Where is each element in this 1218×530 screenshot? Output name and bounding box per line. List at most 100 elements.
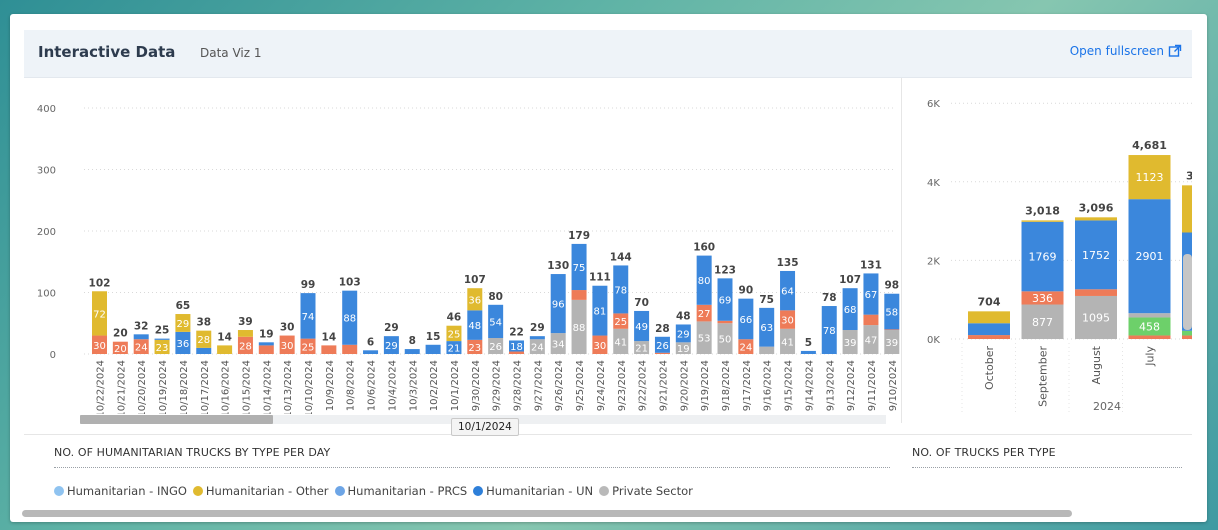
segment-label: 336: [1032, 292, 1053, 305]
bar-segment: [133, 339, 149, 354]
total-label: 3,096: [1079, 201, 1114, 214]
x-tick-label: 10/20/2024: [137, 360, 148, 414]
segment-label: 36: [177, 339, 190, 350]
daily-trucks-chart: 0 100 200 300 400 30 72 102 10/22/2024 20 20 10/21/…: [37, 104, 900, 418]
bar-segment: [154, 338, 170, 340]
x-tick-label: 9/26/2024: [554, 360, 565, 411]
bar-segment: [654, 352, 670, 354]
segment-label: 41: [781, 337, 794, 348]
total-label: 14: [217, 331, 232, 343]
bar-segment: [175, 314, 191, 332]
bar-segment: [258, 342, 274, 346]
partial-bar-segment: [1182, 335, 1192, 339]
total-label: 107: [464, 274, 486, 286]
bar-segment: [1075, 289, 1117, 296]
partial-bar-segment: [1182, 330, 1192, 336]
bar-segment: [133, 334, 149, 340]
segment-label: 18: [510, 342, 523, 353]
segment-label: 30: [281, 341, 294, 352]
legend-dot-icon: [599, 486, 610, 496]
segment-label: 39: [885, 338, 898, 349]
x-tick-label: 9/30/2024: [471, 360, 482, 411]
bar-segment: [529, 336, 545, 340]
segment-label: 63: [760, 323, 773, 334]
side-vertical-scrollbar[interactable]: [1183, 254, 1192, 330]
x-tick-label: 10/1/2024: [450, 360, 461, 411]
bar-segment: [675, 342, 691, 354]
bar-segment: [884, 329, 900, 331]
total-label: 65: [176, 300, 191, 312]
x-tick-label: September: [1037, 346, 1050, 407]
bar-segment: [237, 330, 253, 337]
bar-segment: [237, 336, 253, 354]
y-tick-label: 400: [37, 104, 56, 115]
x-tick-label: 9/16/2024: [763, 360, 774, 411]
bar-segment: [842, 330, 858, 354]
legend-item[interactable]: Humanitarian - INGO: [54, 484, 187, 498]
segment-label: 54: [489, 317, 502, 328]
bar-segment: [404, 349, 420, 354]
open-fullscreen-label: Open fullscreen: [1069, 44, 1164, 58]
segment-label: 21: [448, 344, 461, 355]
bar-segment: [529, 339, 545, 354]
daily-section-rule: [54, 467, 890, 468]
section-divider: [24, 434, 1192, 435]
total-label: 19: [259, 328, 274, 340]
segment-label: 30: [594, 341, 607, 352]
bar-segment: [738, 339, 754, 354]
bar-segment: [654, 336, 670, 353]
x-tick-label: 9/23/2024: [617, 360, 628, 411]
bar-segment: [968, 311, 1010, 324]
segment-label: 877: [1032, 316, 1053, 329]
bar-segment: [1075, 217, 1117, 221]
bar-segment: [571, 290, 587, 300]
segment-label: 81: [594, 307, 607, 318]
bar-segment: [1021, 221, 1064, 292]
bar-segment: [863, 273, 879, 315]
bar-segment: [1075, 295, 1117, 339]
bar-segment: [592, 285, 608, 336]
year-label: 2024: [1093, 400, 1121, 413]
segment-label: 24: [135, 343, 148, 354]
segment-label: 20: [114, 344, 127, 355]
x-tick-label: 9/15/2024: [784, 360, 795, 411]
bar-segment: [488, 304, 504, 339]
segment-label: 29: [177, 319, 190, 330]
x-tick-label: October: [983, 346, 996, 390]
x-tick-label: 9/10/2024: [888, 360, 899, 411]
legend-item[interactable]: Private Sector: [599, 484, 693, 498]
segment-label: 69: [719, 296, 732, 307]
segment-label: 30: [93, 341, 106, 352]
segment-label: 24: [739, 343, 752, 354]
segment-label: 1123: [1136, 171, 1164, 184]
total-label: 103: [339, 277, 361, 289]
bar-segment: [467, 288, 483, 311]
bar-segment: [571, 299, 587, 354]
chart-scroll-thumb[interactable]: [80, 415, 273, 424]
legend-item[interactable]: Humanitarian - PRCS: [334, 484, 467, 498]
bar-segment: [717, 323, 733, 354]
bar-segment: [696, 255, 712, 305]
segment-label: 24: [531, 343, 544, 354]
legend-item[interactable]: Humanitarian - UN: [473, 484, 593, 498]
type-section-rule: [912, 467, 1182, 468]
segment-label: 78: [823, 326, 836, 337]
bar-segment: [738, 298, 754, 340]
legend-label: Humanitarian - UN: [486, 484, 594, 498]
segment-label: 29: [385, 341, 398, 352]
total-label: 29: [384, 322, 399, 334]
bar-segment: [884, 330, 900, 354]
bar-segment: [92, 291, 107, 336]
bar-segment: [300, 338, 316, 354]
total-label: 30: [280, 322, 295, 334]
x-tick-label: 10/14/2024: [262, 360, 273, 414]
y-tick-label: 200: [37, 227, 56, 238]
open-fullscreen-link[interactable]: Open fullscreen: [1070, 44, 1182, 58]
legend-dot-icon: [334, 486, 345, 496]
segment-label: 49: [635, 322, 648, 333]
x-tick-label: 9/20/2024: [679, 360, 690, 411]
bar-segment: [92, 335, 107, 354]
legend-item[interactable]: Humanitarian - Other: [192, 484, 329, 498]
segment-label: 25: [448, 329, 461, 340]
page-horizontal-scrollbar[interactable]: [22, 510, 1072, 517]
